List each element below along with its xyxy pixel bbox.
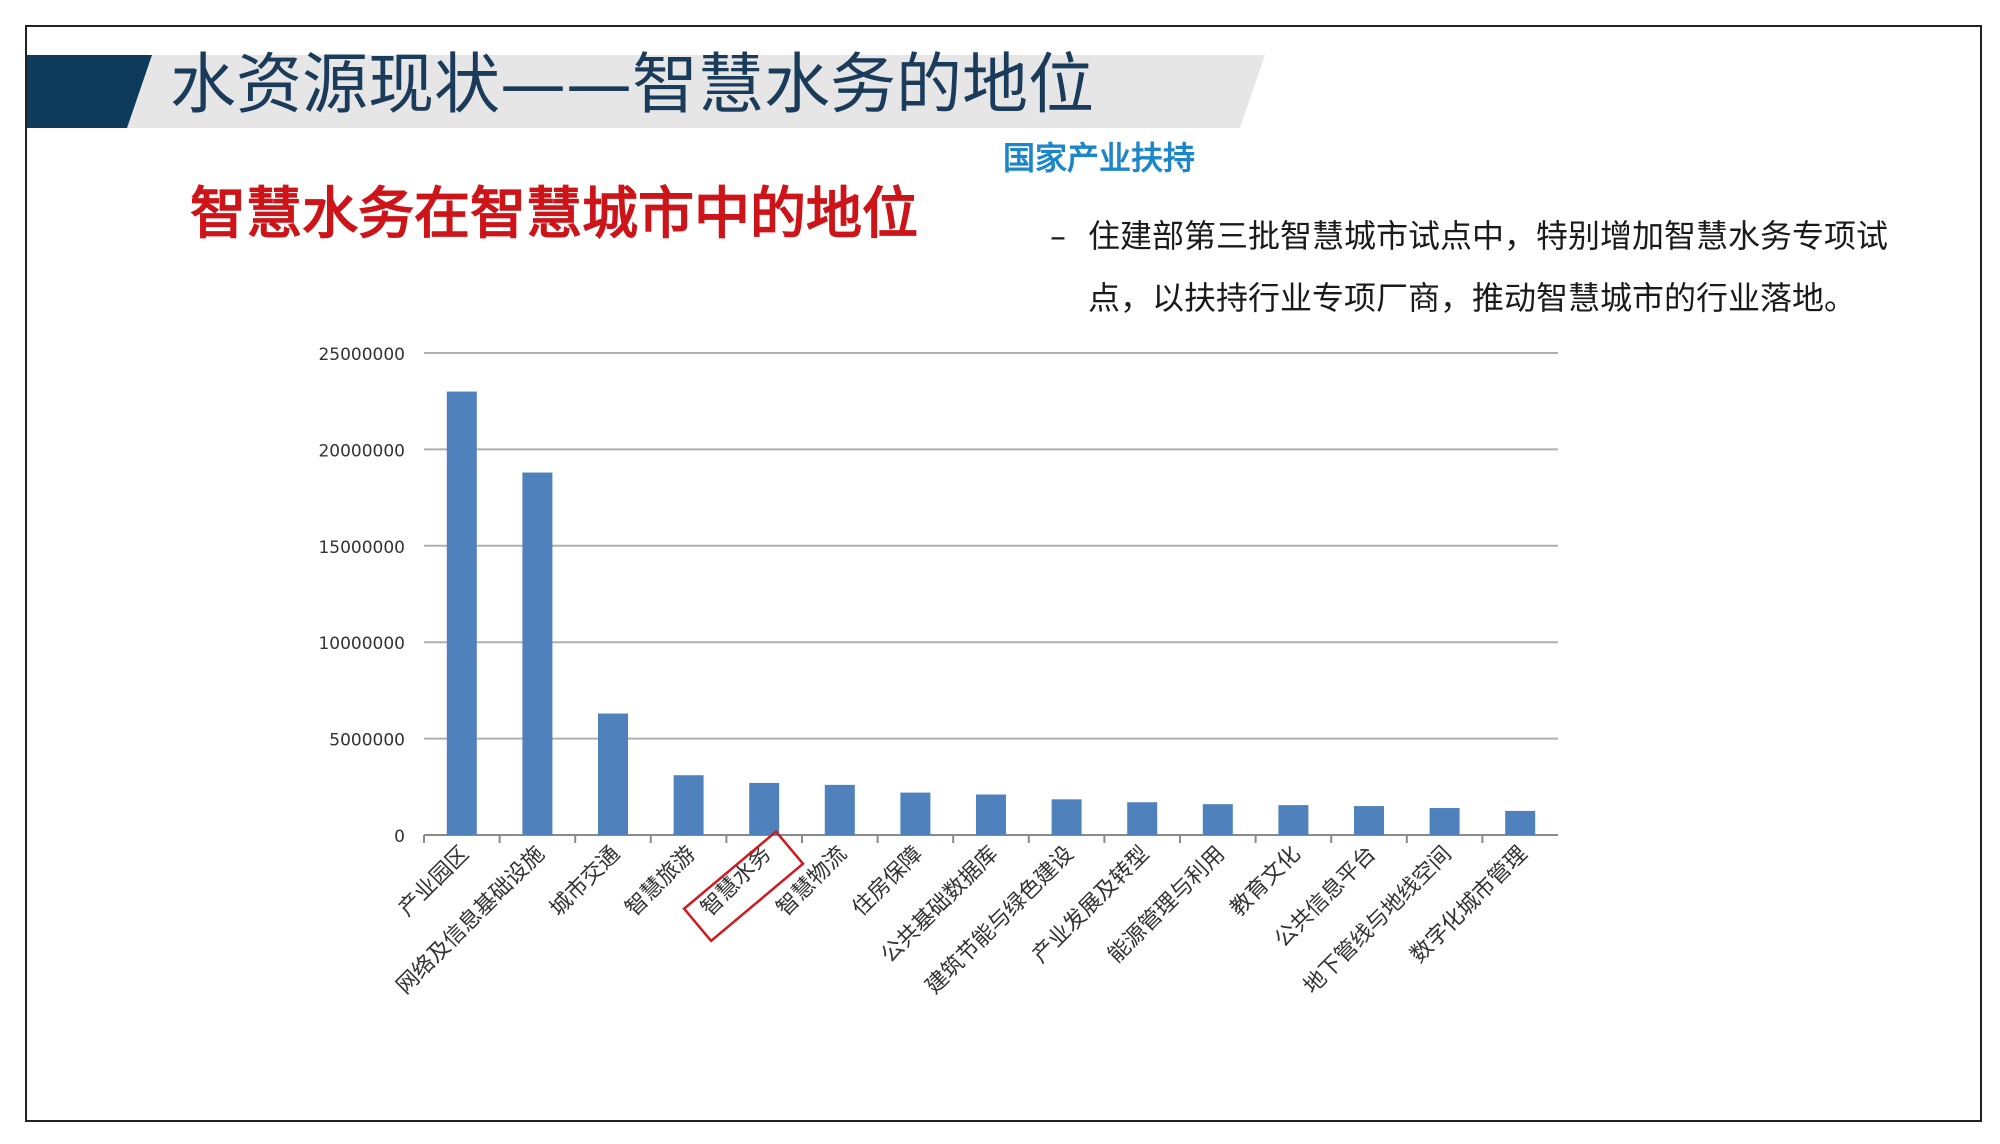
- bar: [1505, 810, 1536, 835]
- y-tick-label: 0: [394, 827, 405, 847]
- support-text: – 住建部第三批智慧城市试点中，特别增加智慧水务专项试点，以扶持行业专项厂商，推动…: [1050, 205, 1930, 329]
- y-tick-label: 10000000: [318, 634, 405, 654]
- bar: [824, 784, 855, 835]
- title-band-light: [125, 55, 1265, 128]
- bar: [1278, 805, 1309, 835]
- x-tick-label: 住房保障: [848, 842, 928, 922]
- y-tick-label: 20000000: [318, 441, 405, 461]
- support-dash: –: [1050, 217, 1066, 255]
- x-tick-label: 地下管线与地线空间: [1299, 842, 1457, 1000]
- x-tick-label: 教育文化: [1226, 842, 1306, 922]
- slide-title: 水资源现状——智慧水务的地位: [170, 46, 1094, 123]
- bar: [598, 713, 628, 835]
- bar: [749, 782, 780, 835]
- highlight-box-outline: [682, 829, 805, 943]
- x-tick-label: 网络及信息基础设施: [392, 842, 550, 1000]
- y-tick-label: 5000000: [329, 731, 405, 751]
- x-tick-label: 智慧旅游: [621, 842, 701, 922]
- title-band: [27, 55, 1265, 128]
- bar: [1429, 808, 1460, 835]
- bar: [1354, 806, 1384, 835]
- chart-heading: 智慧水务在智慧城市中的地位: [190, 182, 918, 247]
- support-text-body: 住建部第三批智慧城市试点中，特别增加智慧水务专项试点，以扶持行业专项厂商，推动智…: [1088, 217, 1889, 317]
- slide-frame: [25, 25, 1982, 1122]
- bar: [1127, 802, 1158, 835]
- highlight-box: [682, 829, 805, 943]
- bar: [976, 794, 1006, 835]
- support-heading: 国家产业扶持: [1003, 139, 1196, 177]
- x-tick-label: 城市交通: [545, 842, 625, 922]
- bar: [1202, 804, 1233, 835]
- bar: [522, 472, 553, 835]
- bar: [1051, 799, 1082, 835]
- x-tick-label: 建筑节能与绿色建设: [921, 842, 1079, 1000]
- y-tick-label: 25000000: [318, 345, 405, 365]
- x-tick-label: 智慧物流: [772, 842, 852, 922]
- bar: [446, 391, 477, 835]
- bar: [900, 792, 931, 835]
- x-tick-label: 智慧水务: [697, 842, 777, 922]
- y-tick-label: 15000000: [318, 538, 405, 558]
- title-band-accent: [27, 55, 152, 128]
- x-tick-label: 产业园区: [394, 842, 474, 922]
- bar: [673, 775, 704, 835]
